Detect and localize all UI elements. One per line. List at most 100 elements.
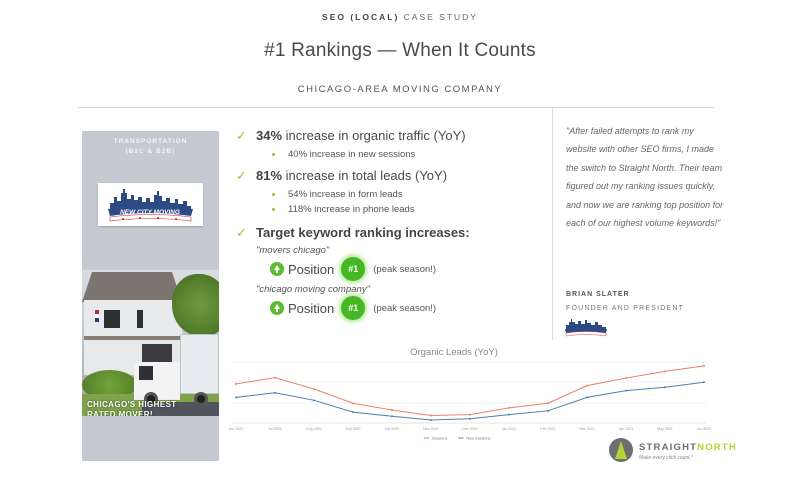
moving-truck-photo: CHICAGO'S HIGHEST RATED MOVER! xyxy=(82,270,219,416)
page-subtitle: CHICAGO-AREA MOVING COMPANY xyxy=(297,84,503,95)
eyebrow-rest: CASE STUDY xyxy=(399,12,478,22)
sub-stat-text: 118% increase in phone leads xyxy=(288,204,415,215)
client-mini-logo-icon xyxy=(565,319,607,337)
data-point xyxy=(235,382,237,385)
data-point xyxy=(274,376,276,379)
category-line-1: TRANSPORTATION xyxy=(113,138,188,145)
arrow-up-icon xyxy=(270,262,284,276)
position-label: Position xyxy=(288,300,335,316)
sub-stat-text: 40% increase in new sessions xyxy=(288,149,416,160)
client-logo-text: NEW CITY MOVING xyxy=(120,209,180,216)
x-axis-tick-label: Feb 2021 xyxy=(540,427,555,431)
keyword-heading-text: Target keyword ranking increases: xyxy=(256,225,470,240)
data-point xyxy=(703,381,705,384)
arrow-up-icon xyxy=(270,301,284,315)
client-logo: NEW CITY MOVING xyxy=(98,183,203,226)
data-point xyxy=(313,387,315,390)
eyebrow: SEO (LOCAL) CASE STUDY xyxy=(0,12,800,22)
data-point xyxy=(430,419,432,422)
straight-north-mark-icon xyxy=(609,438,633,462)
data-point xyxy=(469,413,471,416)
line-chart: Jun 2020 Jul 2020 Aug 2020 Sep 2020 Oct 2020… xyxy=(229,361,712,440)
client-sidebar: TRANSPORTATION (B2C & B2B) NEW CITY MOVI… xyxy=(82,131,219,461)
x-axis-tick-label: Sep 2020 xyxy=(345,427,360,431)
x-axis-tick-label: May 2021 xyxy=(657,427,673,431)
data-point xyxy=(586,384,588,387)
data-point xyxy=(625,389,627,392)
data-point xyxy=(235,396,237,399)
data-point xyxy=(430,414,432,417)
legend-label: New Sessions xyxy=(466,436,490,440)
caption-line-1: CHICAGO'S HIGHEST xyxy=(87,400,177,409)
testimonial-divider xyxy=(552,108,553,340)
check-icon: ✓ xyxy=(236,128,247,143)
stat-value: 34% xyxy=(256,128,283,143)
brand-name: STRAIGHTNORTH xyxy=(639,442,737,453)
x-axis-tick-label: Jun 2021 xyxy=(697,427,712,431)
x-axis-tick-label: Jan 2021 xyxy=(502,427,517,431)
x-axis-tick-label: Oct 2020 xyxy=(385,427,400,431)
sub-stat: 54% increase in form leads xyxy=(236,187,536,202)
peak-note: (peak season!) xyxy=(373,263,437,275)
legend-label: Sessions xyxy=(432,436,448,440)
bullet-icon xyxy=(272,153,275,156)
organic-leads-chart: Jun 2020 Jul 2020 Aug 2020 Sep 2020 Oct 2020… xyxy=(228,340,728,445)
keyword-label: "chicago moving company" xyxy=(256,284,370,295)
x-axis-tick-label: Jun 2020 xyxy=(229,427,244,431)
keyword-heading: ✓ Target keyword ranking increases: xyxy=(236,224,536,242)
category-line-2: (B2C & B2B) xyxy=(125,148,176,155)
straight-north-logo: STRAIGHTNORTH Make every click count.* xyxy=(609,438,736,464)
keyword-label: "movers chicago" xyxy=(256,245,330,256)
keyword-position-row: Position #1 (peak season!) xyxy=(236,257,536,281)
data-point xyxy=(469,417,471,420)
stat-label: increase in total leads (YoY) xyxy=(282,168,448,183)
brand-part-1: STRAIGHT xyxy=(639,442,698,453)
data-point xyxy=(508,406,510,409)
testimonial-quote: "After failed attempts to rank my websit… xyxy=(566,126,724,229)
testimonial-author: BRIAN SLATER xyxy=(566,291,630,298)
data-point xyxy=(352,402,354,405)
series-line xyxy=(235,365,705,416)
keyword-position-row: Position #1 (peak season!) xyxy=(236,296,536,320)
peak-note: (peak season!) xyxy=(373,302,437,314)
skyline-logo-icon: NEW CITY MOVING xyxy=(108,189,193,222)
data-point xyxy=(274,391,276,394)
sub-stat-text: 54% increase in form leads xyxy=(288,189,403,200)
header-divider xyxy=(78,107,714,108)
x-axis-tick-label: Nov 2020 xyxy=(423,427,438,431)
sub-stat: 40% increase in new sessions xyxy=(236,147,536,162)
chart-title: Organic Leads (YoY) xyxy=(410,347,498,358)
stat-organic-traffic: ✓ 34% increase in organic traffic (YoY) xyxy=(236,127,536,145)
data-point xyxy=(391,408,393,411)
data-point xyxy=(547,402,549,405)
photo-caption: CHICAGO'S HIGHEST RATED MOVER! xyxy=(87,400,177,416)
testimonial-role: FOUNDER AND PRESIDENT xyxy=(566,305,685,312)
stat-total-leads: ✓ 81% increase in total leads (YoY) xyxy=(236,167,536,185)
x-axis-tick-label: Mar 2021 xyxy=(579,427,594,431)
check-icon: ✓ xyxy=(236,225,247,240)
results-list: ✓ 34% increase in organic traffic (YoY) … xyxy=(236,127,536,320)
eyebrow-bold: SEO (LOCAL) xyxy=(322,12,400,22)
x-axis-tick-label: Dec 2020 xyxy=(462,427,477,431)
bullet-icon xyxy=(272,193,275,196)
stat-value: 81% xyxy=(256,168,283,183)
x-axis-tick-label: Apr 2021 xyxy=(619,427,634,431)
data-point xyxy=(703,364,705,367)
brand-part-2: NORTH xyxy=(697,442,737,453)
data-point xyxy=(313,399,315,402)
x-axis-tick-label: Jul 2020 xyxy=(268,427,282,431)
data-point xyxy=(664,386,666,389)
caption-line-2: RATED MOVER! xyxy=(87,410,153,416)
data-point xyxy=(352,411,354,414)
bullet-icon xyxy=(272,208,275,211)
check-icon: ✓ xyxy=(236,168,247,183)
rank-badge: #1 xyxy=(341,257,366,281)
industry-category: TRANSPORTATION (B2C & B2B) xyxy=(82,137,219,157)
sub-stat: 118% increase in phone leads xyxy=(236,202,536,217)
data-point xyxy=(586,396,588,399)
x-axis-tick-label: Aug 2020 xyxy=(306,427,321,431)
rank-badge: #1 xyxy=(341,296,366,320)
position-label: Position xyxy=(288,261,335,277)
stat-label: increase in organic traffic (YoY) xyxy=(282,128,466,143)
data-point xyxy=(547,409,549,412)
